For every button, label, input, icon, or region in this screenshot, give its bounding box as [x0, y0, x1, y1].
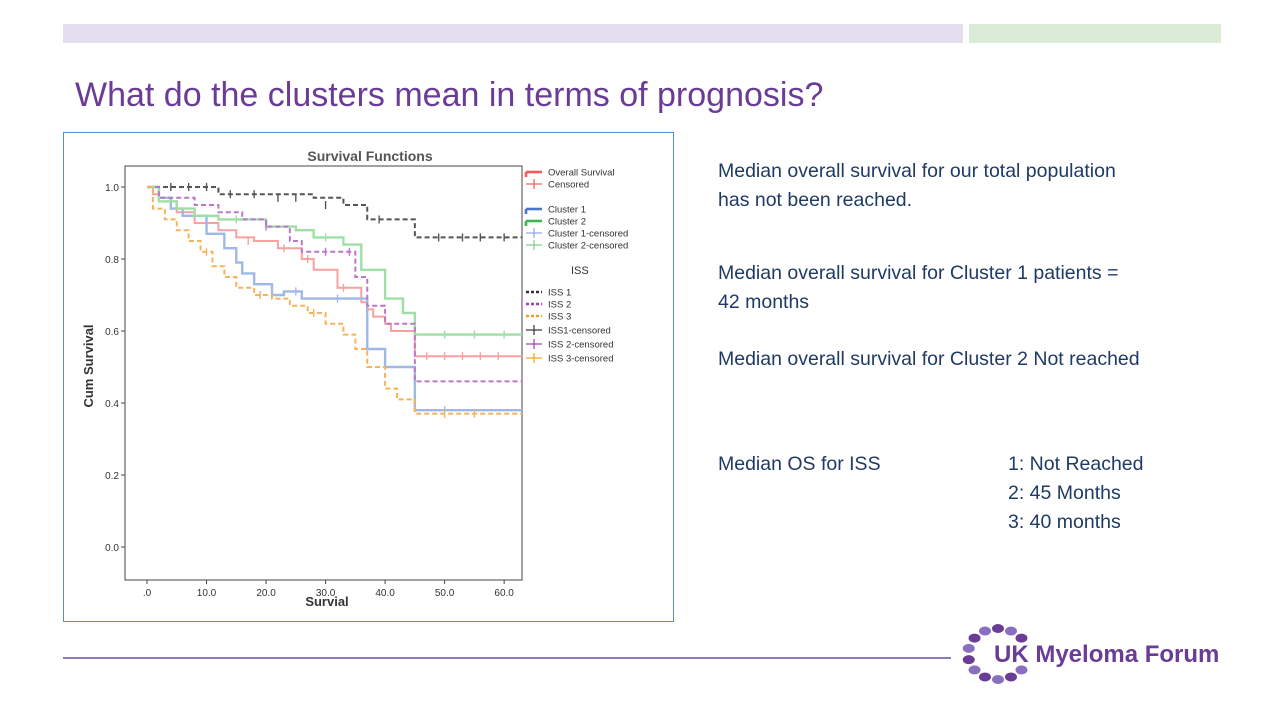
- x-tick-label: .0: [143, 588, 152, 599]
- legend-entry: Cluster 2: [524, 217, 586, 228]
- logo-dot: [1015, 665, 1028, 675]
- series-line-iss-3: [147, 186, 522, 415]
- uk-myeloma-forum-logo: UK Myeloma Forum: [962, 624, 1219, 684]
- logo-dot: [962, 655, 975, 665]
- logo-dot: [992, 675, 1004, 684]
- legend-label: Censored: [548, 180, 589, 191]
- chart-y-axis-label: Cum Survival: [81, 324, 96, 407]
- series-line-cluster-1: [147, 185, 522, 412]
- logo-ring-icon: [962, 624, 1028, 684]
- legend-entry: ISS 2: [526, 300, 571, 311]
- note-overall-survival: Median overall survival for our total po…: [718, 157, 1148, 215]
- legend-entry: Overall Survival: [524, 168, 615, 179]
- logo-dot: [962, 643, 975, 653]
- x-tick-label: 40.0: [375, 588, 395, 599]
- logo-dot: [968, 633, 981, 643]
- legend-label: Cluster 2: [548, 217, 586, 228]
- legend-entry: ISS 1: [526, 288, 571, 299]
- y-tick-label: 0.4: [105, 399, 119, 410]
- legend-label: ISS 2: [548, 300, 571, 311]
- legend-label: Cluster 1-censored: [548, 229, 628, 240]
- x-tick-label: 50.0: [435, 588, 455, 599]
- chart-title: Survival Functions: [307, 148, 432, 164]
- y-tick-label: 0.0: [105, 543, 119, 554]
- legend-entry: Cluster 1-censored: [526, 228, 628, 240]
- top-accent-bar-green: [969, 24, 1221, 43]
- logo-dot: [992, 624, 1004, 633]
- note-cluster1-survival: Median overall survival for Cluster 1 pa…: [718, 259, 1138, 317]
- top-accent-bar-purple: [63, 24, 963, 43]
- legend-entry: ISS 3: [526, 312, 571, 323]
- legend-entry: Censored: [526, 179, 589, 191]
- slide-title: What do the clusters mean in terms of pr…: [75, 76, 824, 114]
- x-tick-label: 60.0: [494, 588, 514, 599]
- x-tick-label: 30.0: [316, 588, 336, 599]
- legend-entry: ISS1-censored: [526, 325, 611, 337]
- note-cluster2-survival: Median overall survival for Cluster 2 No…: [718, 345, 1168, 374]
- survival-chart: Survival Functions Cum Survival Survial …: [81, 148, 628, 609]
- logo-text: UK Myeloma Forum: [994, 641, 1219, 668]
- chart-x-axis-label: Survial: [305, 594, 348, 609]
- iss-1-value: 1: Not Reached: [1008, 453, 1144, 475]
- y-tick-label: 0.6: [105, 327, 119, 338]
- legend-entry: ISS 3-censored: [526, 353, 613, 365]
- legend-label: ISS1-censored: [548, 326, 611, 337]
- footer-divider: [63, 657, 951, 659]
- iss-median-os-values: 1: Not Reached 2: 45 Months 3: 40 months: [1008, 450, 1144, 537]
- legend-label: Overall Survival: [548, 168, 615, 179]
- logo-dot: [978, 672, 991, 682]
- logo-dot: [1005, 626, 1018, 636]
- legend-group-heading: ISS: [571, 265, 589, 277]
- legend-label: ISS 2-censored: [548, 340, 613, 351]
- iss-2-value: 2: 45 Months: [1008, 482, 1121, 504]
- y-tick-label: 0.2: [105, 471, 119, 482]
- legend-entry: Cluster 2-censored: [526, 240, 628, 252]
- logo-dot: [978, 626, 991, 636]
- legend-label: Cluster 1: [548, 205, 586, 216]
- legend-label: ISS 1: [548, 288, 571, 299]
- y-tick-label: 1.0: [105, 183, 119, 194]
- logo-dot: [1015, 633, 1028, 643]
- note-overall-survival-text: Median overall survival for our total po…: [718, 160, 1116, 211]
- plot-area: [124, 165, 523, 581]
- y-tick-label: 0.8: [105, 255, 119, 266]
- logo-dot: [1005, 672, 1018, 682]
- series-line-cluster-2: [147, 185, 522, 336]
- x-tick-label: 10.0: [197, 588, 217, 599]
- series-line-iss-1: [147, 186, 522, 239]
- legend-label: ISS 3-censored: [548, 354, 613, 365]
- legend-entry: ISS 2-censored: [526, 339, 613, 351]
- series-line-iss-2: [147, 186, 522, 383]
- legend-label: ISS 3: [548, 312, 571, 323]
- legend-label: Cluster 2-censored: [548, 241, 628, 252]
- note-cluster2-survival-text: Median overall survival for Cluster 2 No…: [718, 348, 1140, 370]
- iss-median-os-label: Median OS for ISS: [718, 453, 881, 475]
- x-tick-label: 20.0: [256, 588, 276, 599]
- legend-entry: Cluster 1: [524, 205, 586, 216]
- iss-3-value: 3: 40 months: [1008, 511, 1121, 533]
- note-cluster1-survival-text: Median overall survival for Cluster 1 pa…: [718, 262, 1119, 313]
- logo-dot: [968, 665, 981, 675]
- survival-chart-frame: Survival Functions Cum Survival Survial …: [63, 132, 674, 622]
